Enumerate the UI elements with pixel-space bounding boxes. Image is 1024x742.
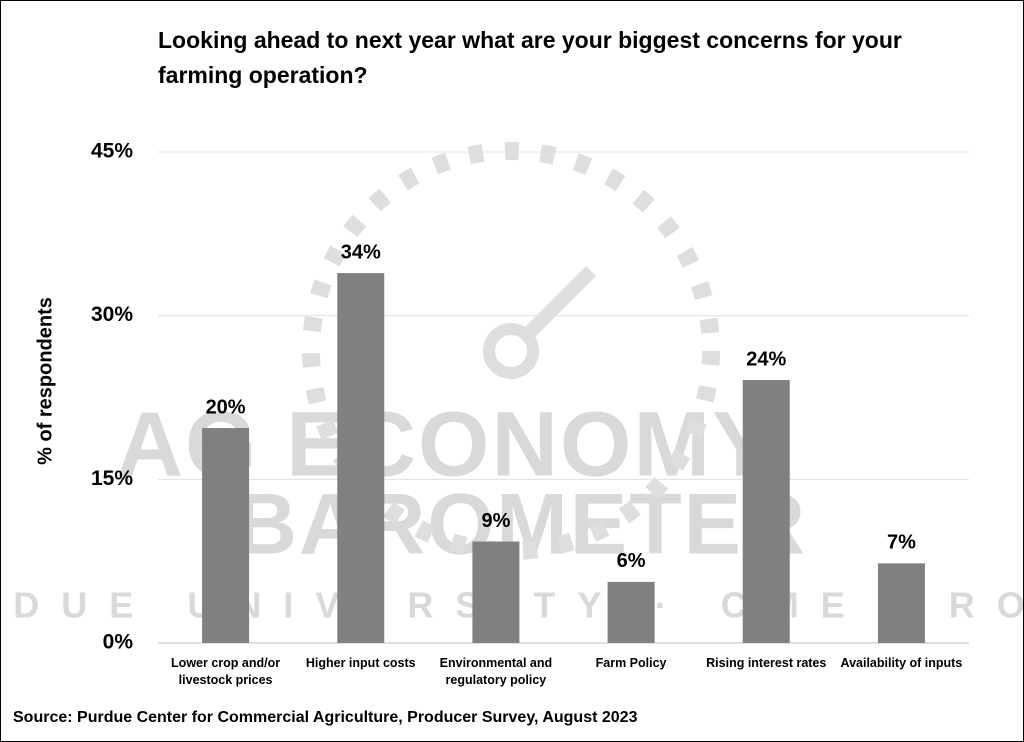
watermark: BAROMETER — [235, 477, 807, 573]
data-label: 34% — [341, 241, 381, 263]
bar — [202, 428, 250, 643]
watermark-hub — [483, 323, 539, 379]
data-label: 7% — [887, 532, 916, 554]
y-tick-label: 0% — [103, 631, 134, 654]
y-tick-label: 15% — [91, 467, 133, 490]
watermark-needle — [521, 266, 596, 341]
x-tick-label: Rising interest rates — [706, 656, 827, 670]
bar — [742, 380, 790, 643]
chart-title: Looking ahead to next year what are your… — [158, 27, 902, 88]
data-label: 20% — [206, 396, 246, 418]
data-label: 24% — [746, 348, 786, 370]
bar — [337, 273, 385, 643]
x-tick-label: Lower crop and/or livestock prices — [171, 656, 281, 687]
data-label: 6% — [617, 550, 646, 572]
x-tick-label: Availability of inputs — [840, 656, 963, 670]
x-tick-label: Higher input costs — [305, 656, 416, 670]
watermark-dial — [302, 142, 720, 560]
source: Source: Purdue Center for Commercial Agr… — [13, 709, 638, 726]
x-tick-label: Environmental and regulatory policy — [439, 656, 553, 687]
bar — [877, 563, 925, 643]
y-axis-label: % of respondents — [34, 297, 57, 465]
x-tick-label: Farm Policy — [595, 656, 667, 670]
y-tick-label: 45% — [91, 140, 133, 163]
bar — [472, 541, 520, 643]
data-label: 9% — [481, 510, 510, 532]
bar — [607, 581, 655, 643]
y-tick-label: 30% — [91, 303, 133, 326]
